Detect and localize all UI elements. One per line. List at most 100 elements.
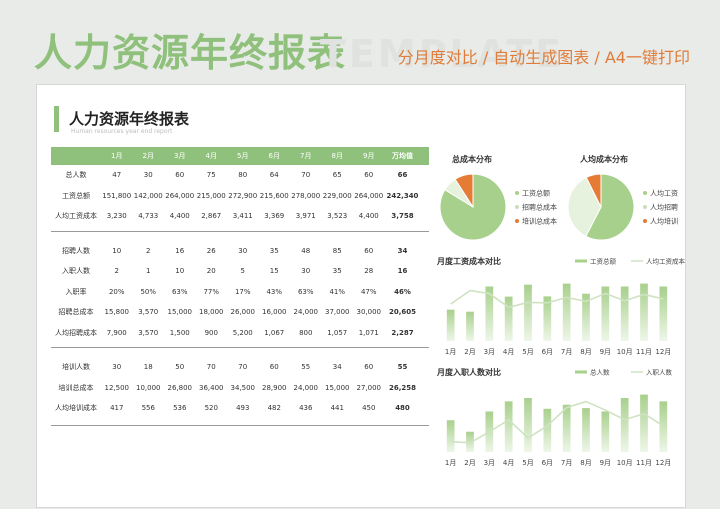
table-row: 入职人数 2 1 10 20 5 15 30 35 28 16 <box>51 261 429 282</box>
bar <box>582 408 590 452</box>
table-cell: 28 <box>364 267 374 276</box>
table-cell: 12,500 <box>104 383 130 392</box>
table-cell: 27,000 <box>356 383 382 392</box>
table-cell: 47% <box>360 287 377 296</box>
table-cell: 24,000 <box>293 308 319 317</box>
table-row: 工资总额 151,800 142,000 264,000 215,000 272,900 2… <box>51 186 429 207</box>
table-cell: 24,000 <box>293 383 319 392</box>
table-cell: 493 <box>236 404 250 413</box>
table-cell: 4,400 <box>358 212 379 221</box>
table-cell: 30 <box>301 267 311 276</box>
table-cell: 30 <box>238 246 248 255</box>
watermark: TEMPLATE <box>320 32 565 76</box>
data-table: 1月 2月 3月 4月 5月 6月 7月 8月 9月 万均值 总人数 47 30 60 75 80 64 70 65… <box>51 147 429 419</box>
table-cell: 55 <box>397 363 408 372</box>
legend-label: 工资总额 <box>590 257 617 266</box>
tick-label: 10月 <box>617 459 633 467</box>
legend-label: 培训总成本 <box>522 217 557 226</box>
row-label: 人均工资成本 <box>55 212 97 221</box>
table-cell: 34,500 <box>230 383 256 392</box>
table-cell: 3月 <box>174 152 186 160</box>
bar-hiring-chart: 总人数 入职人数 1月 2月 3月 4月 5月 6月 7月 8月 9月 10月 11月 12月 <box>445 368 673 468</box>
bar <box>582 293 590 341</box>
table-cell: 536 <box>173 404 187 413</box>
table-cell: 36,400 <box>199 383 224 392</box>
banner-subtitle: 分月度对比 / 自动生成图表 / A4一键打印 <box>397 48 690 67</box>
table-cell: 70 <box>238 363 248 372</box>
title-accent-bar <box>54 106 59 132</box>
tick-label: 6月 <box>542 348 553 356</box>
table-cell: 10 <box>112 246 122 255</box>
table-cell: 50 <box>175 363 185 372</box>
table-cell: 264,000 <box>354 191 384 200</box>
table-cell: 6月 <box>268 152 280 160</box>
table-cell: 85 <box>332 246 342 255</box>
report-sheet: 人力资源年终报表 Human resources year end report… <box>36 84 686 508</box>
pie-total-cost-title: 总成本分布 <box>452 155 492 164</box>
table-cell: 5月 <box>237 152 249 160</box>
table-cell: 15,000 <box>167 308 193 317</box>
table-cell: 151,800 <box>102 191 132 200</box>
row-label: 培训人数 <box>62 363 90 372</box>
row-label: 招聘总成本 <box>58 308 94 317</box>
legend-dot <box>643 205 647 209</box>
legend-label: 人均工资成本 <box>646 257 686 266</box>
table-cell: 215,000 <box>196 191 226 200</box>
bar <box>601 286 610 341</box>
pie-slice <box>585 173 635 241</box>
bar <box>543 408 552 452</box>
table-row: 人均培训成本 417 556 536 520 493 482 436 441 450 480 <box>51 398 429 419</box>
tick-label: 8月 <box>580 348 591 356</box>
table-cell: 3,230 <box>106 212 127 221</box>
table-cell: 520 <box>204 404 218 413</box>
table-cell: 900 <box>204 328 218 337</box>
table-cell: 60 <box>364 363 374 372</box>
legend-dot <box>515 205 519 209</box>
table-cell: 9月 <box>363 152 375 160</box>
table-cell: 1,500 <box>169 328 190 337</box>
bar-salary-chart: 工资总额 人均工资成本 1月 2月 3月 4月 5月 6月 7月 8月 9月 10月 11月 12月 <box>445 257 686 357</box>
banner: 人力资源年终报表 TEMPLATE 分月度对比 / 自动生成图表 / A4一键打… <box>0 0 720 86</box>
tick-label: 7月 <box>561 348 572 356</box>
bar <box>640 283 648 341</box>
table-cell: 417 <box>110 404 124 413</box>
row-label: 入职人数 <box>62 267 90 276</box>
row-label: 人均招聘成本 <box>55 328 97 337</box>
table-cell: 1,071 <box>358 328 379 337</box>
table-cell: 26,800 <box>167 383 193 392</box>
table-cell: 60 <box>364 171 374 180</box>
table-cell: 66 <box>397 171 408 180</box>
tick-label: 9月 <box>600 459 611 467</box>
bar <box>504 401 513 452</box>
bar <box>466 311 474 341</box>
table-cell: 34 <box>397 246 408 255</box>
table-cell: 278,000 <box>291 191 321 200</box>
tick-label: 12月 <box>655 459 671 467</box>
table-cell: 30,000 <box>356 308 382 317</box>
table-cell: 63% <box>171 287 188 296</box>
table-cell: 20% <box>108 287 125 296</box>
tick-label: 6月 <box>542 459 553 467</box>
table-cell: 26,000 <box>230 308 256 317</box>
table-cell: 55 <box>301 363 311 372</box>
table-row: 总人数 47 30 60 75 80 64 70 65 60 66 <box>51 165 429 186</box>
tick-label: 11月 <box>636 348 652 356</box>
legend-label: 招聘总成本 <box>522 203 557 212</box>
bar <box>659 401 668 452</box>
table-cell: 16,000 <box>262 308 287 317</box>
table-cell: 4,400 <box>169 212 190 221</box>
table-row: 招聘人数 10 2 16 26 30 35 48 85 60 34 <box>51 241 429 262</box>
table-cell: 26 <box>206 246 216 255</box>
table-cell: 46% <box>394 287 411 296</box>
legend-label: 人均培训 <box>650 217 678 226</box>
tick-label: 5月 <box>522 459 533 467</box>
table-cell: 16 <box>397 267 408 276</box>
table-cell: 70 <box>206 363 216 372</box>
table-cell: 450 <box>362 404 376 413</box>
table-cell: 35 <box>269 246 279 255</box>
table-cell: 35 <box>332 267 342 276</box>
table-cell: 7月 <box>300 152 312 160</box>
table-cell: 1 <box>146 267 151 276</box>
